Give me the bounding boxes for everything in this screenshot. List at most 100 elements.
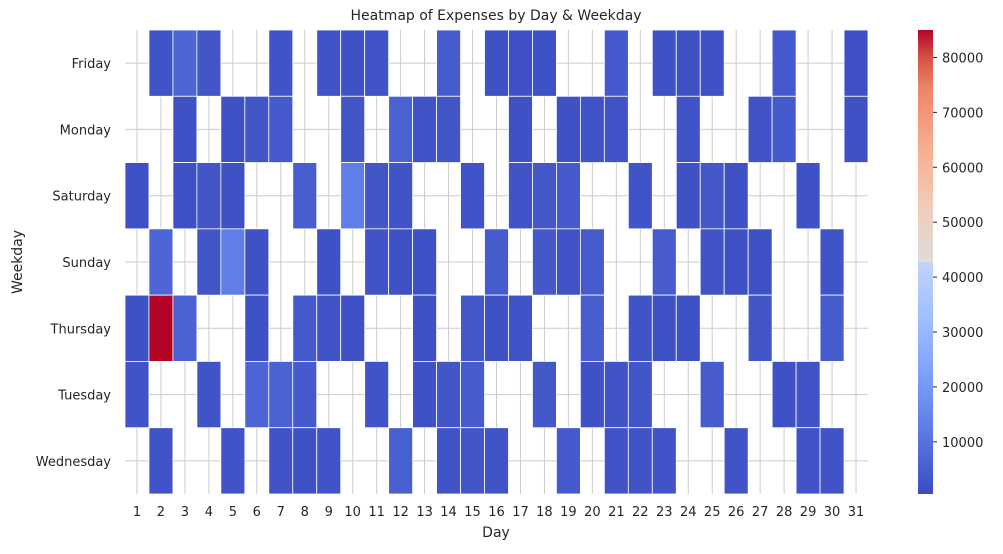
y-ticks: Friday Monday Saturday Sunday Thursday Tuesda… bbox=[36, 57, 112, 470]
heatmap-cell-monday-6 bbox=[244, 95, 270, 163]
heatmap-cell-saturday-3 bbox=[172, 162, 198, 230]
heatmap-cell-thursday-3 bbox=[172, 294, 198, 362]
x-tick-label: 12 bbox=[392, 505, 409, 520]
heatmap-cell-friday-24 bbox=[675, 29, 701, 97]
heatmap-cell-sunday-19 bbox=[556, 228, 581, 296]
heatmap-cell-tuesday-7 bbox=[268, 361, 294, 429]
colorbar-tick-label: 70000 bbox=[942, 106, 983, 121]
heatmap-cell-thursday-16 bbox=[484, 294, 509, 362]
heatmap-cell-friday-3 bbox=[172, 29, 198, 97]
y-axis-label: Weekday bbox=[10, 230, 26, 294]
x-tick-label: 13 bbox=[416, 505, 433, 520]
heatmap-cell-thursday-24 bbox=[675, 294, 701, 362]
heatmap-cell-tuesday-29 bbox=[795, 361, 821, 429]
heatmap-cell-thursday-2 bbox=[148, 294, 174, 362]
heatmap-cell-saturday-15 bbox=[460, 162, 485, 230]
heatmap-cell-tuesday-20 bbox=[579, 361, 605, 429]
heatmap-cell-friday-28 bbox=[771, 29, 797, 97]
heatmap-cell-friday-11 bbox=[364, 29, 390, 97]
heatmap-cell-monday-7 bbox=[268, 95, 294, 163]
heatmap-cell-monday-3 bbox=[172, 95, 198, 163]
heatmap-cell-thursday-17 bbox=[508, 294, 533, 362]
y-tick-label: Tuesday bbox=[57, 389, 111, 404]
x-tick-label: 2 bbox=[157, 505, 165, 520]
heatmap-cell-tuesday-14 bbox=[436, 361, 461, 429]
heatmap-cell-wednesday-29 bbox=[795, 427, 821, 495]
x-tick-label: 18 bbox=[536, 505, 553, 520]
heatmap-cell-friday-4 bbox=[196, 29, 222, 97]
x-tick-label: 22 bbox=[632, 505, 649, 520]
colorbar-tick-label: 30000 bbox=[942, 326, 983, 341]
heatmap-cell-sunday-26 bbox=[723, 228, 749, 296]
heatmap-cell-monday-17 bbox=[508, 95, 533, 163]
chart-title: Heatmap of Expenses by Day & Weekday bbox=[350, 8, 641, 24]
heatmap-cell-wednesday-16 bbox=[484, 427, 509, 495]
heatmap-cell-monday-24 bbox=[675, 95, 701, 163]
x-tick-label: 14 bbox=[440, 505, 457, 520]
heatmap-cell-monday-27 bbox=[747, 95, 773, 163]
x-tick-label: 11 bbox=[368, 505, 385, 520]
heatmap-cell-thursday-8 bbox=[292, 294, 318, 362]
heatmap-cell-sunday-18 bbox=[532, 228, 557, 296]
heatmap-cell-sunday-30 bbox=[819, 228, 845, 296]
colorbar-tick-label: 50000 bbox=[942, 216, 983, 231]
x-tick-label: 19 bbox=[560, 505, 577, 520]
heatmap-cell-wednesday-23 bbox=[651, 427, 677, 495]
heatmap-cell-tuesday-28 bbox=[771, 361, 797, 429]
heatmap-cell-wednesday-22 bbox=[627, 427, 653, 495]
heatmap-cell-friday-16 bbox=[484, 29, 509, 97]
x-tick-label: 29 bbox=[800, 505, 817, 520]
x-tick-label: 8 bbox=[301, 505, 309, 520]
heatmap-cell-friday-18 bbox=[532, 29, 557, 97]
y-tick-label: Sunday bbox=[62, 256, 111, 271]
heatmap-cell-thursday-20 bbox=[579, 294, 605, 362]
heatmap-cell-saturday-5 bbox=[220, 162, 246, 230]
x-tick-label: 6 bbox=[253, 505, 261, 520]
heatmap-cell-wednesday-2 bbox=[148, 427, 174, 495]
heatmap-cell-thursday-22 bbox=[627, 294, 653, 362]
heatmap-cell-friday-17 bbox=[508, 29, 533, 97]
heatmap-cell-tuesday-15 bbox=[460, 361, 485, 429]
heatmap-cell-thursday-13 bbox=[412, 294, 437, 362]
heatmap-cell-tuesday-4 bbox=[196, 361, 222, 429]
y-tick-label: Saturday bbox=[52, 190, 111, 205]
x-tick-label: 27 bbox=[752, 505, 769, 520]
x-tick-label: 4 bbox=[205, 505, 213, 520]
heatmap-cell-thursday-6 bbox=[244, 294, 270, 362]
heatmap-cell-wednesday-8 bbox=[292, 427, 318, 495]
heatmap-cell-tuesday-18 bbox=[532, 361, 557, 429]
heatmap-cell-saturday-10 bbox=[340, 162, 366, 230]
heatmap-cell-sunday-27 bbox=[747, 228, 773, 296]
colorbar-tick-label: 10000 bbox=[942, 436, 983, 451]
heatmap-cell-friday-9 bbox=[316, 29, 342, 97]
x-tick-label: 23 bbox=[656, 505, 673, 520]
heatmap-cell-thursday-9 bbox=[316, 294, 342, 362]
x-tick-label: 7 bbox=[277, 505, 285, 520]
heatmap-cell-friday-31 bbox=[843, 29, 869, 97]
heatmap-cell-monday-21 bbox=[603, 95, 629, 163]
heatmap-cell-tuesday-11 bbox=[364, 361, 390, 429]
heatmap-cell-wednesday-15 bbox=[460, 427, 485, 495]
x-tick-label: 30 bbox=[824, 505, 841, 520]
heatmap-cell-saturday-22 bbox=[627, 162, 653, 230]
colorbar-tick-label: 40000 bbox=[942, 271, 983, 286]
x-tick-label: 1 bbox=[133, 505, 141, 520]
x-tick-label: 25 bbox=[704, 505, 721, 520]
heatmap-cell-monday-19 bbox=[556, 95, 581, 163]
heatmap-cell-friday-10 bbox=[340, 29, 366, 97]
heatmap-cell-monday-12 bbox=[388, 95, 414, 163]
heatmap-cell-thursday-27 bbox=[747, 294, 773, 362]
heatmap-cell-tuesday-1 bbox=[124, 361, 150, 429]
heatmap-cell-sunday-12 bbox=[388, 228, 414, 296]
heatmap-cell-tuesday-22 bbox=[627, 361, 653, 429]
heatmap-cell-monday-31 bbox=[843, 95, 869, 163]
x-tick-label: 20 bbox=[584, 505, 601, 520]
heatmap-cell-thursday-23 bbox=[651, 294, 677, 362]
colorbar-tick-label: 20000 bbox=[942, 381, 983, 396]
x-tick-label: 16 bbox=[488, 505, 505, 520]
x-axis-label: Day bbox=[482, 525, 510, 541]
heatmap-cell-sunday-11 bbox=[364, 228, 390, 296]
heatmap-cell-friday-7 bbox=[268, 29, 294, 97]
